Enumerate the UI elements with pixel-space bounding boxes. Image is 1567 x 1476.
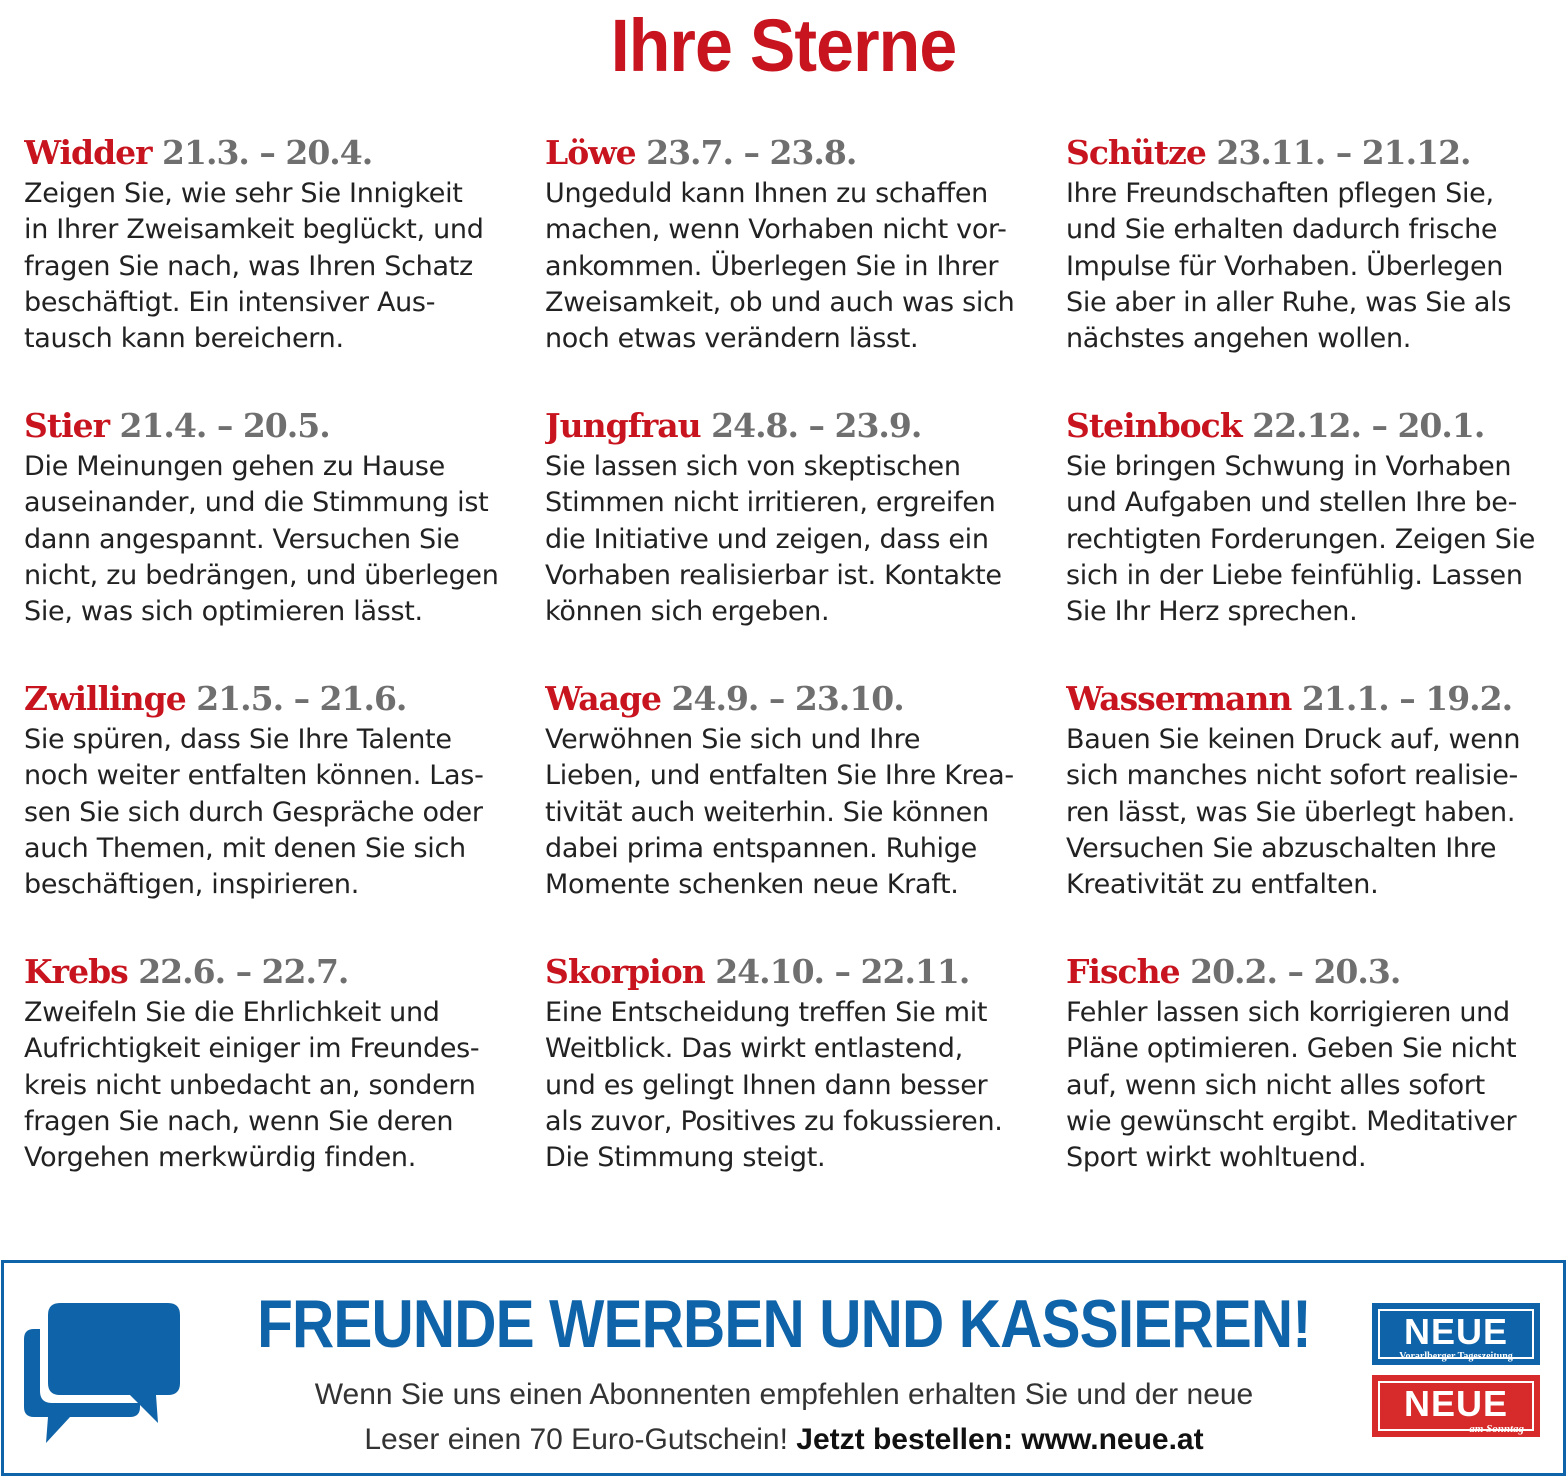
horoscope-heading: Fische 20.2. – 20.3. [1066,949,1556,995]
sign-name: Zwillinge [24,679,187,718]
sign-dates: 23.7. – 23.8. [646,133,857,172]
horoscope-heading: Skorpion 24.10. – 22.11. [545,949,1066,995]
horoscope-zwillinge: Zwillinge 21.5. – 21.6. Sie spüren, dass… [24,676,545,949]
sign-dates: 24.8. – 23.9. [711,406,922,445]
horoscope-heading: Löwe 23.7. – 23.8. [545,130,1066,176]
sign-name: Widder [24,133,153,172]
horoscope-heading: Wassermann 21.1. – 19.2. [1066,676,1556,722]
sign-dates: 20.2. – 20.3. [1190,952,1401,991]
sign-dates: 22.12. – 20.1. [1252,406,1485,445]
horoscope-heading: Schütze 23.11. – 21.12. [1066,130,1556,176]
banner-line-2: Leser einen 70 Euro-Gutschein! Jetzt bes… [174,1416,1394,1464]
horoscope-jungfrau: Jungfrau 24.8. – 23.9. Sie lassen sich v… [545,403,1066,676]
page-title: Ihre Sterne [610,4,957,87]
horoscope-wassermann: Wassermann 21.1. – 19.2. Bauen Sie keine… [1066,676,1556,949]
horoscope-heading: Widder 21.3. – 20.4. [24,130,545,176]
sign-name: Fische [1066,952,1181,991]
sign-dates: 21.5. – 21.6. [196,679,407,718]
logo-subtitle: am Sonntag [1469,1423,1524,1435]
sign-dates: 21.4. – 20.5. [119,406,331,445]
horoscope-text: Sie lassen sich von skeptischen Stimmen … [545,451,1002,628]
sign-dates: 21.3. – 20.4. [162,133,373,172]
promo-banner[interactable]: FREUNDE WERBEN UND KASSIEREN! Wenn Sie u… [1,1260,1566,1476]
horoscope-text: Sie spüren, dass Sie Ihre Talente noch w… [24,724,484,901]
sign-name: Waage [545,679,662,718]
horoscope-heading: Stier 21.4. – 20.5. [24,403,545,449]
logo-word: NEUE [1403,1311,1509,1352]
banner-cta-link[interactable]: Jetzt bestellen: www.neue.at [796,1423,1204,1456]
logo-word: NEUE [1403,1383,1509,1424]
horoscope-text: Ungeduld kann Ihnen zu schaffen machen, … [545,178,1015,355]
sign-dates: 21.1. – 19.2. [1301,679,1513,718]
sign-dates: 24.10. – 22.11. [715,952,970,991]
horoscope-grid: Widder 21.3. – 20.4. Zeigen Sie, wie seh… [24,130,1556,1222]
horoscope-text: Bauen Sie keinen Druck auf, wenn sich ma… [1066,724,1521,901]
sign-name: Skorpion [545,952,706,991]
horoscope-text: Sie bringen Schwung in Vorhaben und Aufg… [1066,451,1536,628]
sign-name: Schütze [1066,133,1207,172]
horoscope-stier: Stier 21.4. – 20.5. Die Meinungen gehen … [24,403,545,676]
sign-name: Steinbock [1066,406,1243,445]
horoscope-heading: Krebs 22.6. – 22.7. [24,949,545,995]
sign-dates: 22.6. – 22.7. [138,952,349,991]
horoscope-heading: Zwillinge 21.5. – 21.6. [24,676,545,722]
logo-subtitle: Vorarlberger Tageszeitung [1399,1351,1513,1362]
horoscope-heading: Steinbock 22.12. – 20.1. [1066,403,1556,449]
logo-frame: NEUE am Sonntag [1378,1381,1534,1435]
horoscope-heading: Jungfrau 24.8. – 23.9. [545,403,1066,449]
neue-am-sonntag-logo: NEUE am Sonntag [1372,1375,1540,1437]
horoscope-text: Verwöhnen Sie sich und Ihre Lieben, und … [545,724,1014,901]
horoscope-widder: Widder 21.3. – 20.4. Zeigen Sie, wie seh… [24,130,545,403]
banner-line-2-text: Leser einen 70 Euro-Gutschein! [364,1423,788,1456]
horoscope-loewe: Löwe 23.7. – 23.8. Ungeduld kann Ihnen z… [545,130,1066,403]
horoscope-text: Ihre Freundschaften pflegen Sie, und Sie… [1066,178,1512,355]
horoscope-text: Zweifeln Sie die Ehrlichkeit und Aufrich… [24,997,480,1174]
neue-tageszeitung-logo: NEUE Vorarlberger Tageszeitung [1372,1303,1540,1365]
sign-name: Löwe [545,133,637,172]
banner-line-1: Wenn Sie uns einen Abonnenten empfehlen … [314,1378,1254,1411]
horoscope-fische: Fische 20.2. – 20.3. Fehler lassen sich … [1066,949,1556,1222]
horoscope-text: Die Meinungen gehen zu Hause auseinander… [24,451,499,628]
sign-dates: 23.11. – 21.12. [1216,133,1471,172]
sign-name: Stier [24,406,110,445]
horoscope-text: Fehler lassen sich korrigieren und Pläne… [1066,997,1517,1174]
horoscope-text: Eine Entscheidung treffen Sie mit Weitbl… [545,997,1003,1174]
horoscope-steinbock: Steinbock 22.12. – 20.1. Sie bringen Sch… [1066,403,1556,676]
sign-name: Wassermann [1066,679,1292,718]
sign-name: Krebs [24,952,129,991]
horoscope-krebs: Krebs 22.6. – 22.7. Zweifeln Sie die Ehr… [24,949,545,1222]
logo-frame: NEUE Vorarlberger Tageszeitung [1378,1309,1534,1362]
banner-headline: FREUNDE WERBEN UND KASSIEREN! [257,1286,1312,1362]
horoscope-schuetze: Schütze 23.11. – 21.12. Ihre Freundschaf… [1066,130,1556,403]
horoscope-waage: Waage 24.9. – 23.10. Verwöhnen Sie sich … [545,676,1066,949]
sign-name: Jungfrau [545,406,702,445]
horoscope-skorpion: Skorpion 24.10. – 22.11. Eine Entscheidu… [545,949,1066,1222]
horoscope-text: Zeigen Sie, wie sehr Sie Innigkeit in Ih… [24,178,484,355]
speech-bubbles-icon [24,1303,180,1443]
sign-dates: 24.9. – 23.10. [671,679,905,718]
horoscope-heading: Waage 24.9. – 23.10. [545,676,1066,722]
